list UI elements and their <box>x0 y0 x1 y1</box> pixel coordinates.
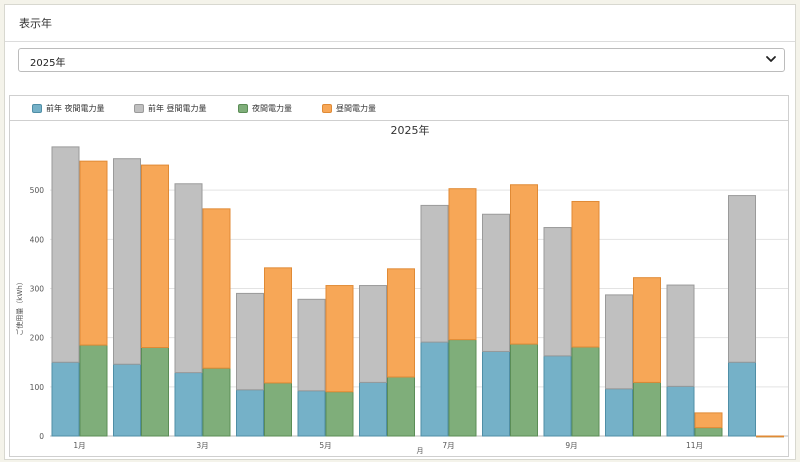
legend-label: 前年 昼間電力量 <box>148 103 207 113</box>
bar-prev-day[interactable] <box>359 285 387 383</box>
grid-layer <box>50 189 788 437</box>
x-tick-label: 7月 <box>442 441 454 450</box>
bar-prev-night[interactable] <box>359 381 387 437</box>
x-tick-label: 9月 <box>565 441 577 450</box>
legend-swatch <box>32 103 42 113</box>
bar-day[interactable] <box>756 435 784 438</box>
bar-day[interactable] <box>264 267 292 384</box>
bar-prev-day[interactable] <box>297 298 326 392</box>
bar-prev-day[interactable] <box>605 294 633 390</box>
y-tick-label: 200 <box>30 334 45 343</box>
legend-swatch <box>238 103 248 113</box>
bar-day[interactable] <box>79 160 108 346</box>
bar-prev-day[interactable] <box>420 204 449 343</box>
y-tick-label: 0 <box>39 432 44 441</box>
usage-panel: 表示年 2025年 前年 夜間電力量 前年 昼間電力量 夜間電力量 昼間電力量 <box>4 4 796 460</box>
bar-prev-day[interactable] <box>236 292 264 391</box>
y-tick-label: 500 <box>30 186 45 195</box>
bar-night[interactable] <box>571 346 600 437</box>
bar-prev-night[interactable] <box>420 341 449 437</box>
bar-day[interactable] <box>325 285 354 393</box>
bar-prev-night[interactable] <box>543 355 572 437</box>
bar-prev-night[interactable] <box>174 372 203 437</box>
bar-prev-night[interactable] <box>51 361 80 437</box>
x-tick-label: 11月 <box>686 441 703 450</box>
bar-prev-day[interactable] <box>482 213 510 352</box>
usage-chart: 2025年 0 100 200 300 400 500 1月 3月 5月 7月 9月 11月 ご使用量… <box>15 123 788 455</box>
bar-prev-night[interactable] <box>728 361 756 437</box>
x-tick-label: 1月 <box>73 441 85 450</box>
bar-night[interactable] <box>202 367 231 437</box>
bar-day[interactable] <box>141 164 169 349</box>
bar-night[interactable] <box>141 347 169 437</box>
legend-item-prev-day[interactable]: 前年 昼間電力量 <box>134 102 207 114</box>
bar-prev-night[interactable] <box>482 350 510 437</box>
divider <box>5 41 795 42</box>
bar-night[interactable] <box>325 391 354 437</box>
bar-prev-day[interactable] <box>174 183 203 374</box>
bar-day[interactable] <box>694 412 723 429</box>
bar-day[interactable] <box>448 188 477 341</box>
bar-day[interactable] <box>633 277 661 383</box>
y-tick-label: 300 <box>30 285 45 294</box>
bar-prev-day[interactable] <box>728 195 756 363</box>
bar-prev-day[interactable] <box>113 158 141 365</box>
year-select-value: 2025年 <box>30 58 66 69</box>
legend-label: 夜間電力量 <box>252 103 292 113</box>
chart-container: 前年 夜間電力量 前年 昼間電力量 夜間電力量 昼間電力量 2025年 0 100… <box>9 95 789 457</box>
bar-day[interactable] <box>510 184 538 345</box>
bar-night[interactable] <box>387 376 415 437</box>
x-tick-label: 3月 <box>196 441 208 450</box>
x-axis-label: 月 <box>417 447 424 455</box>
bar-prev-night[interactable] <box>297 390 326 437</box>
x-tick-label: 5月 <box>319 441 331 450</box>
bar-prev-night[interactable] <box>236 389 264 437</box>
bar-prev-day[interactable] <box>543 227 572 357</box>
legend-swatch <box>322 103 332 113</box>
bar-prev-day[interactable] <box>51 146 80 363</box>
bars-layer <box>51 146 784 438</box>
legend-item-night[interactable]: 夜間電力量 <box>238 102 292 114</box>
legend-label: 前年 夜間電力量 <box>46 103 105 113</box>
bar-day[interactable] <box>202 208 231 369</box>
bar-night[interactable] <box>264 382 292 437</box>
bar-day[interactable] <box>571 200 600 348</box>
chart-title: 2025年 <box>391 123 430 137</box>
y-tick-label: 100 <box>30 383 45 392</box>
legend-label: 昼間電力量 <box>336 103 376 113</box>
bar-prev-night[interactable] <box>605 388 633 437</box>
year-selector-label: 表示年 <box>19 17 52 30</box>
axis-layer: 0 100 200 300 400 500 1月 3月 5月 7月 9月 11月 <box>30 186 703 450</box>
bar-prev-day[interactable] <box>666 284 695 387</box>
legend-item-prev-night[interactable]: 前年 夜間電力量 <box>32 102 105 114</box>
bar-prev-night[interactable] <box>666 385 695 437</box>
bar-night[interactable] <box>633 381 661 437</box>
bar-night[interactable] <box>448 339 477 437</box>
chart-legend: 前年 夜間電力量 前年 昼間電力量 夜間電力量 昼間電力量 <box>10 96 788 121</box>
bar-night[interactable] <box>510 343 538 437</box>
legend-item-day[interactable]: 昼間電力量 <box>322 102 376 114</box>
bar-day[interactable] <box>387 268 415 378</box>
y-axis-label: ご使用量（kWh） <box>15 278 24 335</box>
bar-night[interactable] <box>79 344 108 437</box>
bar-prev-night[interactable] <box>113 363 141 437</box>
y-tick-label: 400 <box>30 235 45 244</box>
legend-swatch <box>134 103 144 113</box>
bar-night[interactable] <box>694 427 723 437</box>
year-select[interactable]: 2025年 <box>18 48 785 72</box>
chevron-down-icon <box>766 56 776 62</box>
